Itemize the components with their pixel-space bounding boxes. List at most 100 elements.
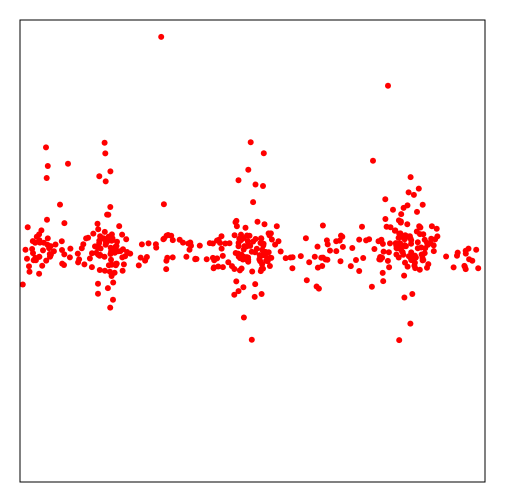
data-point [385,249,392,256]
data-point [24,255,30,262]
data-point [96,173,103,180]
data-point [108,261,115,268]
data-point [222,240,229,247]
data-point [233,217,240,224]
data-point [416,266,423,273]
data-point [314,264,321,271]
data-point [302,235,309,242]
data-point [240,235,247,242]
data-point [244,238,251,245]
data-point [462,250,469,257]
data-point [185,240,192,247]
data-point [47,253,54,260]
data-point [160,236,167,243]
data-point [405,189,412,196]
data-point [408,240,415,247]
data-point [40,247,46,254]
data-point [260,240,267,247]
data-point [119,254,126,261]
data-point [235,288,242,295]
data-point [26,268,33,275]
data-point [401,242,408,249]
data-point [61,251,68,258]
data-point [402,259,408,266]
data-point [368,283,375,290]
data-point [375,238,382,245]
data-point [235,250,242,257]
data-point [160,201,167,208]
data-point [81,261,88,268]
data-point [74,250,81,257]
data-point [424,241,431,248]
data-point [43,257,50,264]
data-point [168,232,175,239]
data-point [401,272,408,279]
data-point [247,139,254,146]
data-point [323,237,330,244]
data-point [339,243,346,250]
data-point [250,199,257,206]
data-point [219,252,226,259]
data-point [410,191,417,198]
data-point [169,254,176,261]
data-point [88,264,95,271]
data-point [209,240,216,247]
data-point [261,221,268,228]
data-point [260,183,266,189]
data-point [238,265,245,272]
data-point [67,245,74,252]
data-point [101,228,108,235]
data-point [252,236,259,242]
data-point [119,231,126,238]
data-point [382,196,389,203]
data-point [145,240,152,247]
data-point [392,227,399,234]
data-point [163,266,170,273]
data-point [158,33,165,40]
data-point [411,262,418,269]
data-point [43,175,50,181]
data-point [240,284,247,291]
data-point [265,230,272,237]
data-point [231,232,238,239]
data-point [371,246,378,252]
data-point [61,220,68,227]
data-point [363,237,370,244]
data-point [417,224,424,231]
data-point [107,168,114,175]
data-point [261,252,268,259]
data-point [95,290,101,297]
data-point [123,236,130,243]
data-point [319,222,326,229]
data-point [235,177,242,184]
data-point [225,259,232,266]
data-point [311,253,318,260]
data-point [333,248,340,255]
data-point [143,254,150,260]
data-point [22,246,29,253]
data-point [114,238,120,245]
data-point [257,268,264,275]
data-point [102,178,109,185]
data-point [219,264,226,271]
data-point [107,304,114,311]
data-point [95,280,101,287]
data-point [411,254,418,261]
data-point [245,254,252,261]
data-point [102,237,109,244]
data-point [273,223,280,230]
data-point [209,254,216,261]
data-point [382,216,389,222]
data-point [245,166,252,173]
data-point [409,291,416,297]
data-point [135,262,142,269]
data-point [215,236,222,243]
data-point [66,254,73,261]
data-point [475,265,482,272]
data-point [387,240,393,247]
data-point [407,320,414,327]
data-point [183,253,190,260]
data-point [106,268,113,275]
data-point [110,279,117,286]
data-point [240,246,247,253]
